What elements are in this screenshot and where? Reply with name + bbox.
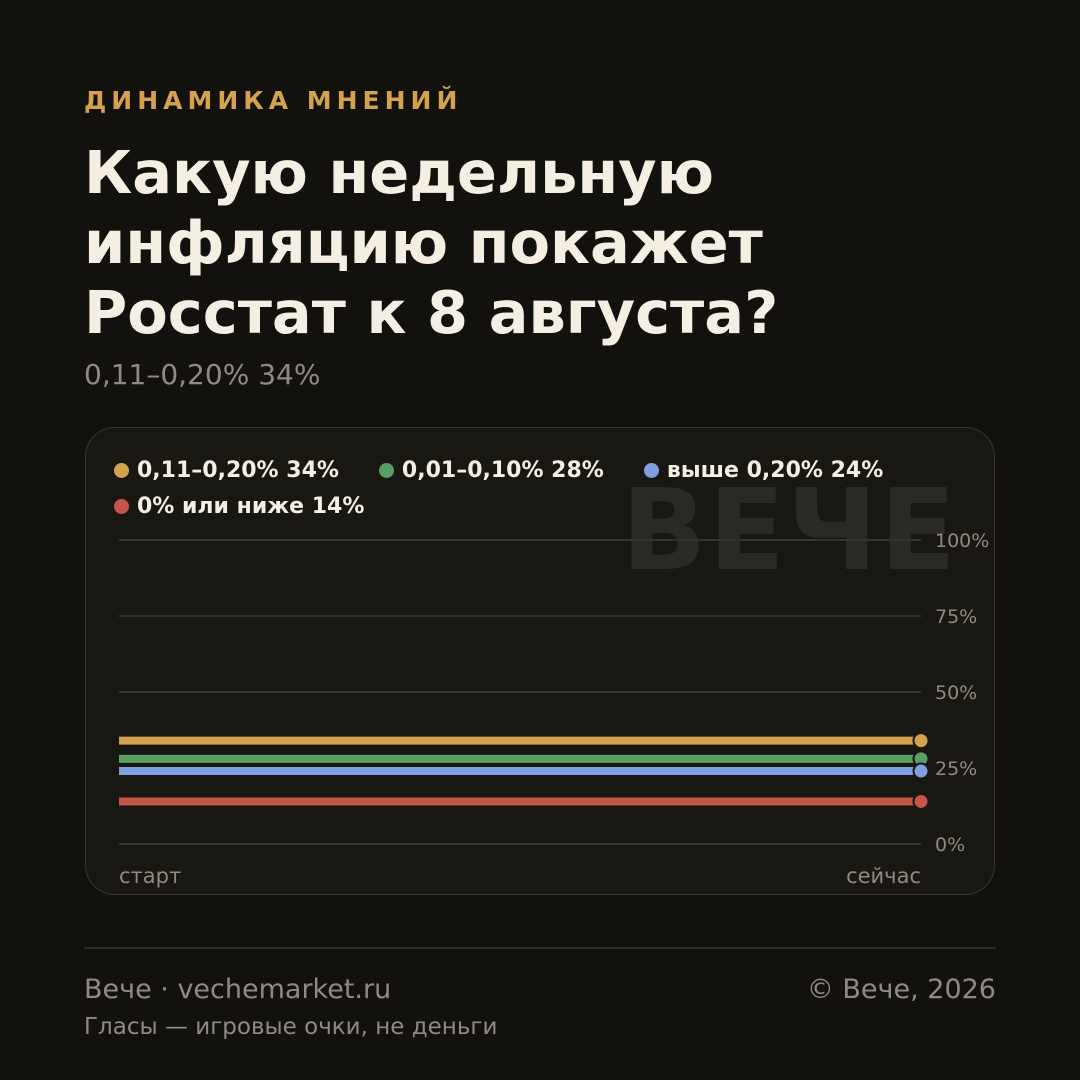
x-tick-label: сейчас (846, 864, 921, 888)
legend-swatch (114, 462, 129, 478)
chart-legend: 0,11–0,20% 34% 0,01–0,10% 28% выше 0,20% 2… (114, 452, 974, 524)
legend-item: выше 0,20% 24% (643, 452, 884, 488)
legend-swatch (114, 498, 129, 514)
y-tick-label: 0% (935, 834, 965, 856)
series-end-point (912, 762, 930, 780)
y-tick-label: 25% (935, 758, 977, 780)
brand-watermark: ВЕЧЕ (621, 466, 958, 596)
legend-label: 0% или ниже 14% (137, 493, 365, 519)
y-tick-label: 75% (935, 606, 977, 628)
footer-copyright: © Вече, 2026 (806, 974, 996, 1005)
page-title: Какую недельную инфляцию покажет Росстат… (84, 138, 779, 347)
legend-item: 0,11–0,20% 34% (114, 452, 339, 488)
line-chart: 0% 25% 50% 75% 100% старт сейчас (119, 530, 989, 888)
footer-site: Вече · vechemarket.ru (84, 974, 392, 1005)
leading-outcome: 0,11–0,20% 34% (84, 358, 321, 391)
y-tick-label: 50% (935, 682, 977, 704)
x-tick-label: старт (119, 864, 181, 888)
y-tick-label: 100% (935, 530, 989, 552)
footer-note: Гласы — игровые очки, не деньги (84, 1014, 498, 1040)
eyebrow-label: ДИНАМИКА МНЕНИЙ (84, 86, 463, 115)
legend-swatch (378, 462, 394, 478)
footer-divider (84, 947, 996, 949)
legend-swatch (643, 462, 659, 478)
chart-card: ВЕЧЕ 0,11–0,20% 34% 0,01–0,10% 28% выше 0,… (85, 427, 995, 895)
legend-item: 0,01–0,10% 28% (378, 452, 604, 488)
legend-label: 0,11–0,20% 34% (137, 457, 339, 483)
series-end-point (912, 792, 930, 810)
series-end-point (912, 732, 930, 750)
legend-item: 0% или ниже 14% (114, 488, 364, 524)
legend-label: 0,01–0,10% 28% (401, 457, 604, 483)
legend-label: выше 0,20% 24% (666, 457, 884, 483)
